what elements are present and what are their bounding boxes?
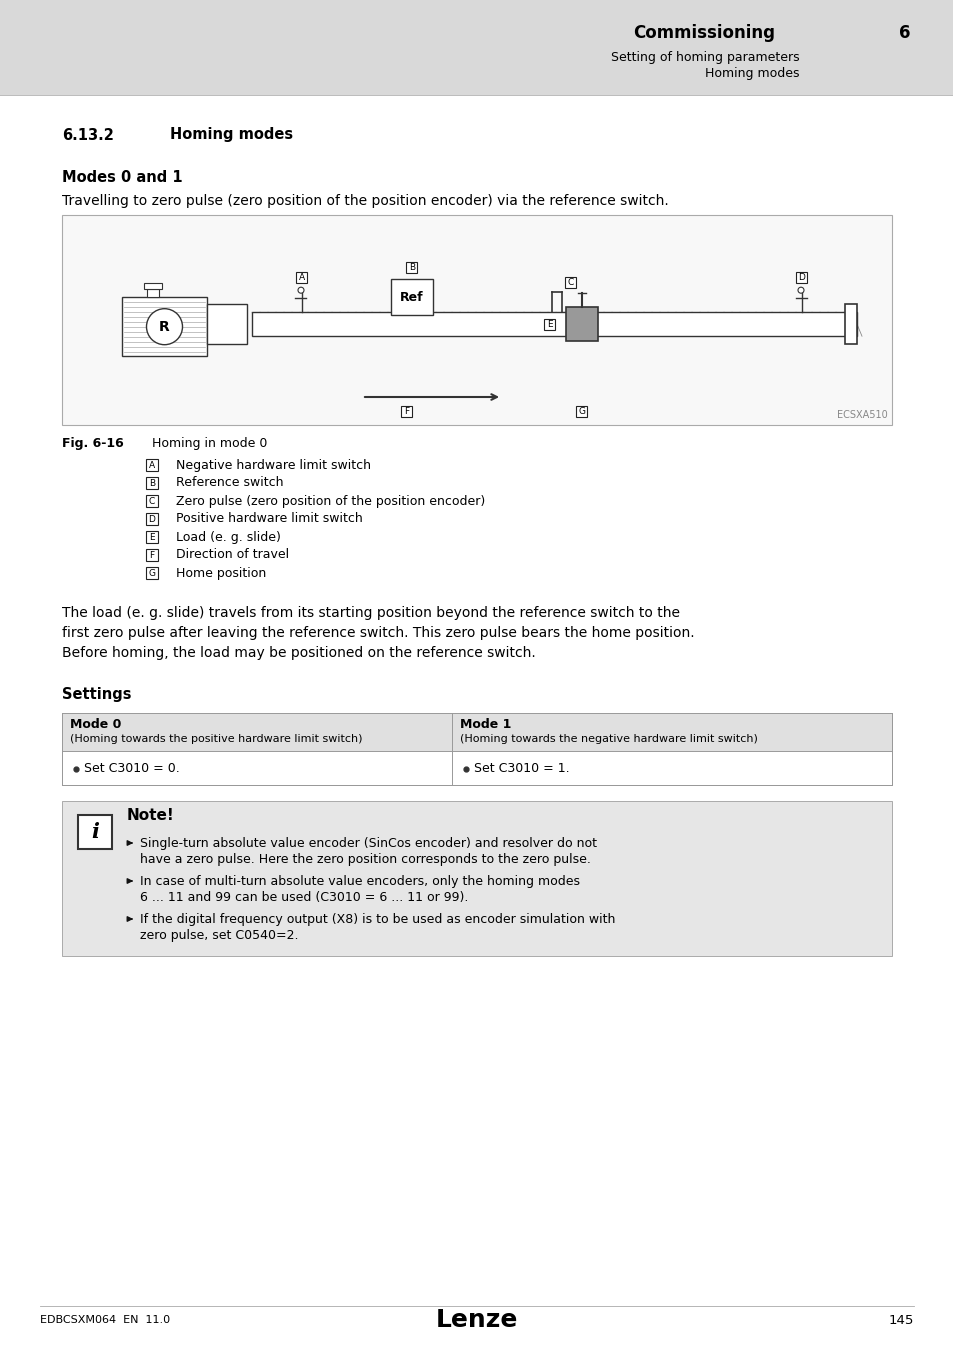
Text: zero pulse, set C0540=2.: zero pulse, set C0540=2. bbox=[140, 930, 298, 942]
Text: Home position: Home position bbox=[175, 567, 266, 579]
Bar bbox=[62, 713, 891, 751]
Text: Mode 1: Mode 1 bbox=[459, 717, 511, 730]
Text: D: D bbox=[798, 273, 804, 282]
Bar bbox=[796, 271, 806, 282]
Text: B: B bbox=[409, 263, 415, 271]
Text: Mode 0: Mode 0 bbox=[70, 717, 121, 730]
Text: Lenze: Lenze bbox=[436, 1308, 517, 1332]
Text: Modes 0 and 1: Modes 0 and 1 bbox=[62, 170, 182, 185]
Text: Fig. 6-16: Fig. 6-16 bbox=[62, 436, 124, 450]
Circle shape bbox=[297, 288, 304, 293]
Bar bbox=[146, 549, 158, 562]
Text: E: E bbox=[547, 320, 552, 328]
Text: (Homing towards the negative hardware limit switch): (Homing towards the negative hardware li… bbox=[459, 734, 758, 744]
Text: Zero pulse (zero position of the position encoder): Zero pulse (zero position of the positio… bbox=[175, 494, 485, 508]
Bar bbox=[296, 271, 307, 282]
Text: Homing in mode 0: Homing in mode 0 bbox=[152, 436, 267, 450]
Bar bbox=[78, 815, 112, 849]
Text: Homing modes: Homing modes bbox=[705, 66, 800, 80]
Bar bbox=[122, 297, 207, 356]
Bar bbox=[565, 308, 598, 342]
Text: Note!: Note! bbox=[127, 809, 174, 824]
Bar bbox=[401, 405, 412, 417]
Bar bbox=[144, 284, 162, 289]
Bar bbox=[146, 477, 158, 489]
Text: Settings: Settings bbox=[62, 687, 132, 702]
Text: EDBCSXM064  EN  11.0: EDBCSXM064 EN 11.0 bbox=[40, 1315, 170, 1324]
Text: (Homing towards the positive hardware limit switch): (Homing towards the positive hardware li… bbox=[70, 734, 362, 744]
Text: 6.13.2: 6.13.2 bbox=[62, 127, 113, 143]
Text: E: E bbox=[149, 532, 154, 541]
Text: Before homing, the load may be positioned on the reference switch.: Before homing, the load may be positione… bbox=[62, 647, 536, 660]
Text: If the digital frequency output (X8) is to be used as encoder simulation with: If the digital frequency output (X8) is … bbox=[140, 913, 615, 926]
Text: Commissioning: Commissioning bbox=[633, 24, 774, 42]
Text: 145: 145 bbox=[887, 1314, 913, 1327]
Bar bbox=[146, 459, 158, 471]
Bar bbox=[544, 319, 555, 329]
Text: R: R bbox=[159, 320, 170, 333]
Text: Reference switch: Reference switch bbox=[175, 477, 283, 490]
Bar bbox=[146, 567, 158, 579]
Text: Positive hardware limit switch: Positive hardware limit switch bbox=[175, 513, 362, 525]
Bar bbox=[62, 713, 891, 784]
Bar bbox=[406, 262, 417, 273]
Text: B: B bbox=[149, 478, 155, 487]
Text: have a zero pulse. Here the zero position corresponds to the zero pulse.: have a zero pulse. Here the zero positio… bbox=[140, 853, 590, 867]
Circle shape bbox=[797, 288, 803, 293]
Bar bbox=[252, 312, 856, 336]
Text: Homing modes: Homing modes bbox=[170, 127, 293, 143]
Text: A: A bbox=[149, 460, 155, 470]
Text: D: D bbox=[149, 514, 155, 524]
Bar bbox=[844, 304, 856, 344]
Bar bbox=[62, 801, 891, 956]
Bar bbox=[207, 304, 247, 344]
Bar bbox=[576, 405, 587, 417]
Bar bbox=[62, 713, 891, 751]
Text: Load (e. g. slide): Load (e. g. slide) bbox=[175, 531, 280, 544]
Text: C: C bbox=[567, 278, 574, 286]
Text: In case of multi-turn absolute value encoders, only the homing modes: In case of multi-turn absolute value enc… bbox=[140, 875, 579, 887]
Text: ECSXA510: ECSXA510 bbox=[837, 410, 887, 420]
Text: first zero pulse after leaving the reference switch. This zero pulse bears the h: first zero pulse after leaving the refer… bbox=[62, 626, 694, 640]
Text: A: A bbox=[298, 273, 305, 282]
Text: Set C3010 = 1.: Set C3010 = 1. bbox=[474, 763, 569, 775]
Text: Single-turn absolute value encoder (SinCos encoder) and resolver do not: Single-turn absolute value encoder (SinC… bbox=[140, 837, 597, 849]
Text: F: F bbox=[404, 406, 409, 416]
Bar bbox=[146, 531, 158, 543]
Text: Travelling to zero pulse (zero position of the position encoder) via the referen: Travelling to zero pulse (zero position … bbox=[62, 194, 668, 208]
Text: F: F bbox=[150, 551, 154, 559]
Text: G: G bbox=[578, 406, 585, 416]
Text: Direction of travel: Direction of travel bbox=[175, 548, 289, 562]
Text: The load (e. g. slide) travels from its starting position beyond the reference s: The load (e. g. slide) travels from its … bbox=[62, 606, 679, 620]
Bar bbox=[147, 289, 159, 297]
Bar bbox=[565, 277, 576, 288]
Text: 6: 6 bbox=[899, 24, 910, 42]
Circle shape bbox=[147, 309, 182, 344]
Text: i: i bbox=[91, 822, 99, 842]
Bar bbox=[62, 215, 891, 425]
Text: 6 ... 11 and 99 can be used (C3010 = 6 ... 11 or 99).: 6 ... 11 and 99 can be used (C3010 = 6 .… bbox=[140, 891, 468, 904]
Text: Ref: Ref bbox=[399, 290, 423, 304]
Bar bbox=[391, 279, 433, 315]
Text: C: C bbox=[149, 497, 155, 505]
Text: Negative hardware limit switch: Negative hardware limit switch bbox=[175, 459, 371, 471]
Text: G: G bbox=[149, 568, 155, 578]
Text: Set C3010 = 0.: Set C3010 = 0. bbox=[84, 763, 179, 775]
Bar bbox=[146, 495, 158, 508]
Text: Setting of homing parameters: Setting of homing parameters bbox=[611, 50, 800, 63]
Bar bbox=[0, 0, 953, 95]
Bar bbox=[146, 513, 158, 525]
